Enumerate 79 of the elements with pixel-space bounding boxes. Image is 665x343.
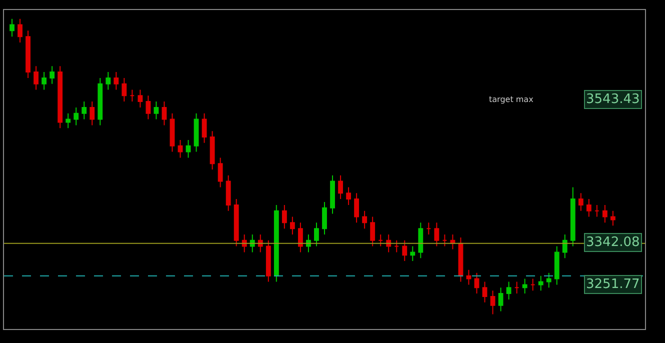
candlestick: [562, 234, 568, 259]
candlestick: [82, 101, 87, 120]
candlestick: [290, 216, 295, 235]
candlestick: [490, 290, 496, 315]
candlestick: [90, 101, 95, 126]
candlestick: [58, 66, 63, 129]
candlestick: [322, 201, 327, 235]
candlestick: [474, 272, 480, 294]
candlestick: [66, 112, 71, 129]
candlestick: [418, 222, 424, 259]
candlestick: [466, 269, 472, 286]
candlestick: [194, 112, 199, 152]
candlestick: [354, 192, 360, 224]
candlestick: [442, 234, 448, 247]
candlestick: [314, 222, 319, 247]
candlestick: [114, 72, 119, 90]
candlestick: [234, 198, 239, 247]
candlestick: [554, 246, 560, 286]
candlestick: [74, 106, 79, 126]
candlestick: [370, 216, 376, 247]
candlestick: [106, 72, 111, 90]
candlestick: [18, 18, 22, 43]
candlestick: [138, 89, 143, 108]
candlestick: [242, 234, 247, 253]
candlestick: [178, 139, 183, 158]
candlestick: [610, 210, 616, 226]
candlestick: [386, 234, 392, 253]
candlestick: [50, 66, 55, 84]
candlestick: [410, 246, 416, 262]
candlestick: [34, 66, 39, 90]
candlestick: [450, 234, 456, 250]
candlestick: [306, 234, 311, 253]
candlestick: [98, 77, 103, 126]
candlestick: [586, 198, 592, 218]
candlestick: [594, 204, 600, 218]
candlestick: [274, 204, 279, 282]
candlestick: [226, 174, 231, 212]
candlestick: [578, 192, 584, 212]
candlestick: [210, 130, 215, 170]
annotation: target max: [489, 95, 534, 104]
candlestick: [346, 186, 351, 206]
candlestick: [426, 222, 432, 235]
candlestick: [330, 174, 335, 214]
candlestick: [170, 112, 175, 152]
candlestick: [434, 222, 440, 247]
candlestick: [146, 95, 151, 120]
candlestick: [26, 30, 30, 78]
candlestick: [186, 139, 191, 158]
candlestick: [282, 204, 287, 230]
candlestick: [298, 222, 303, 253]
candlestick: [10, 18, 14, 38]
candlestick: [538, 275, 544, 292]
candlestick: [362, 210, 368, 230]
candlestick: [378, 234, 384, 247]
candlestick: [522, 278, 528, 294]
candlestick: [530, 278, 536, 292]
annotation: 3342.08: [586, 235, 640, 250]
candlestick: [266, 240, 271, 282]
candlestick: [506, 281, 512, 300]
candlestick: [130, 89, 135, 102]
candlestick: [338, 174, 343, 200]
candlestick: [154, 101, 159, 120]
candlestick: [202, 112, 207, 144]
candlestick: [498, 287, 504, 312]
candlestick: [42, 72, 47, 90]
candlestick: [250, 234, 255, 253]
candlestick: [162, 101, 167, 126]
candlestick: [218, 157, 223, 188]
annotation: 3543.43: [586, 92, 640, 107]
candlestick: [602, 204, 608, 224]
candlestick: [514, 281, 520, 294]
candlestick: [394, 240, 400, 253]
candlestick: [258, 234, 263, 253]
candlestick: [402, 240, 408, 262]
candlestick: [482, 281, 488, 303]
candlestick: [122, 77, 127, 102]
annotation: 3251.77: [586, 277, 640, 292]
candlestick: [546, 272, 552, 288]
candlestick: [570, 186, 576, 247]
